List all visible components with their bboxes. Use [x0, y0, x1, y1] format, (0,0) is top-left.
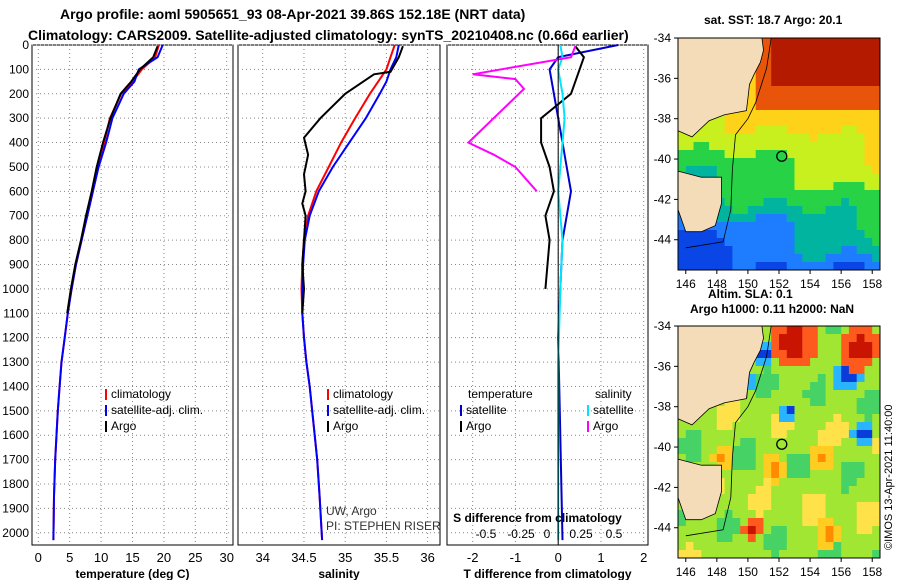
- x-tick-label: 1: [597, 550, 604, 565]
- x-tick-label: 0: [35, 550, 42, 565]
- title-line-2: Climatology: CARS2009. Satellite-adjuste…: [28, 27, 629, 43]
- y-tick-label: 1900: [2, 501, 29, 515]
- y-tick-label: 1600: [2, 428, 29, 442]
- y-tick-label: 2000: [2, 526, 29, 540]
- legend-label: satellite-adj. clim.: [333, 403, 425, 417]
- y-tick-label: 800: [9, 233, 29, 247]
- x-tick-label: -2: [467, 550, 479, 565]
- legend-label: Argo: [333, 419, 359, 433]
- imos-watermark: ©IMOS 13-Apr-2021 11:40:00: [883, 404, 895, 550]
- y-tick-label: 1800: [2, 477, 29, 491]
- series-line: [301, 45, 404, 314]
- x-tick-label: 15: [125, 550, 139, 565]
- y-tick-label: 600: [9, 184, 29, 198]
- x-axis-label: temperature (deg C): [75, 567, 189, 580]
- y-tick-label: 300: [9, 111, 29, 125]
- annotation-line-2: PI: STEPHEN RISER: [326, 519, 441, 533]
- y-tick-label: 400: [9, 136, 29, 150]
- title-line-1: Argo profile: aoml 5905651_93 08-Apr-202…: [60, 6, 526, 22]
- legend-heading-temperature: temperature: [468, 387, 533, 401]
- x-axis-label: salinity: [318, 567, 360, 580]
- x-tick-label: 0: [555, 550, 562, 565]
- legend-heading-salinity: salinity: [595, 387, 632, 401]
- x-tick-label: 35.5: [374, 550, 399, 565]
- secondary-x-axis-label: S difference from climatology: [453, 511, 622, 525]
- secondary-x-tick-label: -0.5: [476, 527, 497, 541]
- secondary-x-tick-label: 0.25: [569, 527, 593, 541]
- secondary-x-tick-label: 0.5: [606, 527, 623, 541]
- series-line: [66, 45, 159, 314]
- sst-map-title: sat. SST: 18.7 Argo: 20.1: [704, 13, 843, 27]
- series-line: [540, 45, 586, 289]
- y-tick-label: 1400: [2, 379, 29, 393]
- annotation-line-1: UW, Argo: [326, 504, 377, 518]
- legend-label: climatology: [111, 387, 171, 401]
- x-tick-label: 36: [420, 550, 434, 565]
- x-tick-label: 34: [256, 550, 270, 565]
- y-tick-label: 1500: [2, 404, 29, 418]
- legend-label: satellite: [466, 403, 507, 417]
- x-tick-label: 2: [640, 550, 647, 565]
- secondary-x-tick-label: 0: [544, 527, 551, 541]
- x-tick-label: 30: [219, 550, 233, 565]
- x-tick-label: 5: [66, 550, 73, 565]
- x-tick-label: 10: [94, 550, 108, 565]
- difference-chart: -2 -1 0 1 2 T difference from climatology S di…: [446, 44, 649, 580]
- y-tick-label: 0: [22, 38, 29, 52]
- series-line: [466, 45, 577, 192]
- y-tick-label: 1300: [2, 355, 29, 369]
- legend-label: Argo: [593, 419, 619, 433]
- y-tick-label: 100: [9, 62, 29, 76]
- x-tick-label: 25: [188, 550, 202, 565]
- x-tick-label: 20: [157, 550, 171, 565]
- sla-map-title-b: Argo h1000: 0.11 h2000: NaN: [690, 302, 855, 316]
- y-tick-label: 1100: [3, 306, 29, 320]
- y-tick-label: 700: [9, 209, 29, 223]
- y-tick-label: 900: [9, 258, 29, 272]
- y-tick-label: 1200: [2, 331, 29, 345]
- y-tick-label: 1700: [2, 453, 29, 467]
- sla-map-title-a: Altim. SLA: 0.1: [708, 287, 793, 301]
- temperature-chart: 0 5 10 15 20 25 300100200300400500600700800900…: [2, 38, 234, 580]
- x-tick-label: 34.5: [291, 550, 316, 565]
- secondary-x-tick-label: -0.25: [507, 527, 535, 541]
- plot-frame: [237, 44, 441, 546]
- y-tick-label: 500: [9, 160, 29, 174]
- legend-label: satellite-adj. clim.: [111, 403, 203, 417]
- legend-label: Argo: [111, 419, 137, 433]
- x-tick-label: -1: [510, 550, 522, 565]
- legend-label: Argo: [466, 419, 492, 433]
- legend-label: satellite: [593, 403, 634, 417]
- plot-frame: [446, 44, 649, 546]
- y-tick-label: 200: [9, 87, 29, 101]
- legend-label: climatology: [333, 387, 393, 401]
- y-tick-label: 1000: [2, 282, 29, 296]
- x-tick-label: 35: [338, 550, 352, 565]
- x-axis-label: T difference from climatology: [463, 567, 631, 580]
